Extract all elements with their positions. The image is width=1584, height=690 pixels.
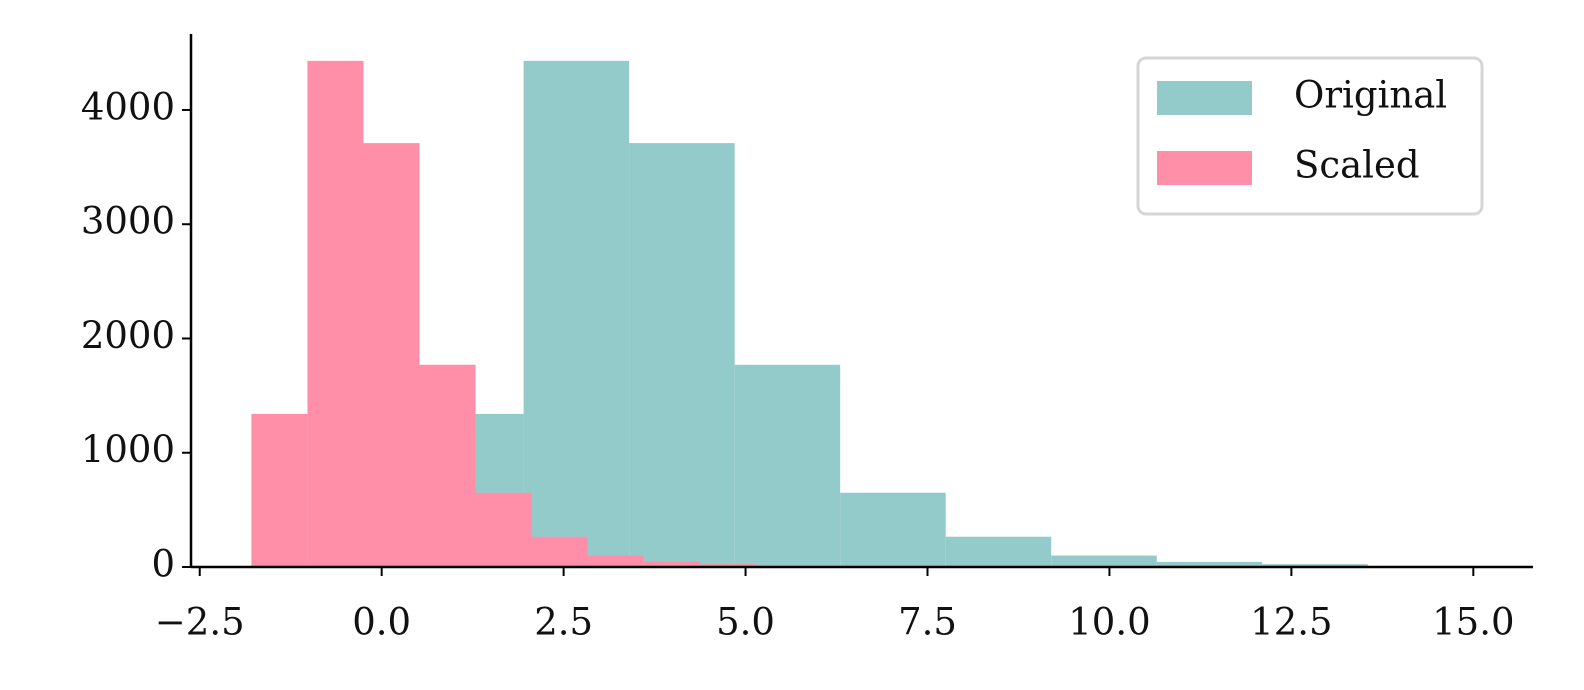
histogram-bar bbox=[643, 561, 700, 567]
histogram-bar bbox=[419, 364, 476, 567]
legend-label: Original bbox=[1294, 74, 1447, 117]
histogram-bar bbox=[1262, 564, 1368, 567]
y-tick-label: 2000 bbox=[81, 314, 175, 357]
x-tick-label: 10.0 bbox=[1068, 601, 1150, 644]
y-tick-label: 1000 bbox=[81, 428, 175, 471]
histogram-bar bbox=[629, 143, 735, 567]
histogram-bar bbox=[945, 536, 1052, 567]
x-tick-label: 2.5 bbox=[534, 601, 593, 644]
legend-swatch bbox=[1157, 81, 1252, 115]
histogram-bar bbox=[475, 492, 532, 567]
histogram-bar bbox=[307, 60, 364, 567]
histogram-bar bbox=[587, 555, 644, 567]
x-tick-label: 0.0 bbox=[352, 601, 411, 644]
histogram-bar bbox=[840, 492, 946, 567]
x-tick-label: 7.5 bbox=[898, 601, 957, 644]
histogram-bar bbox=[1156, 561, 1263, 567]
histogram-bar bbox=[251, 413, 308, 567]
x-tick-label: 15.0 bbox=[1432, 601, 1514, 644]
x-tick-label: 5.0 bbox=[716, 601, 775, 644]
x-tick-label: −2.5 bbox=[155, 601, 245, 644]
histogram-bar bbox=[1051, 555, 1157, 567]
histogram-bar bbox=[363, 143, 420, 567]
histogram-bar bbox=[734, 364, 841, 567]
y-tick-label: 0 bbox=[151, 543, 175, 586]
histogram-bar bbox=[523, 60, 630, 567]
legend-label: Scaled bbox=[1294, 144, 1420, 187]
y-tick-label: 3000 bbox=[81, 200, 175, 243]
legend-swatch bbox=[1157, 151, 1252, 185]
histogram-bar bbox=[531, 536, 588, 567]
y-tick-label: 4000 bbox=[81, 85, 175, 128]
histogram-bar bbox=[699, 564, 756, 567]
x-tick-label: 12.5 bbox=[1250, 601, 1332, 644]
